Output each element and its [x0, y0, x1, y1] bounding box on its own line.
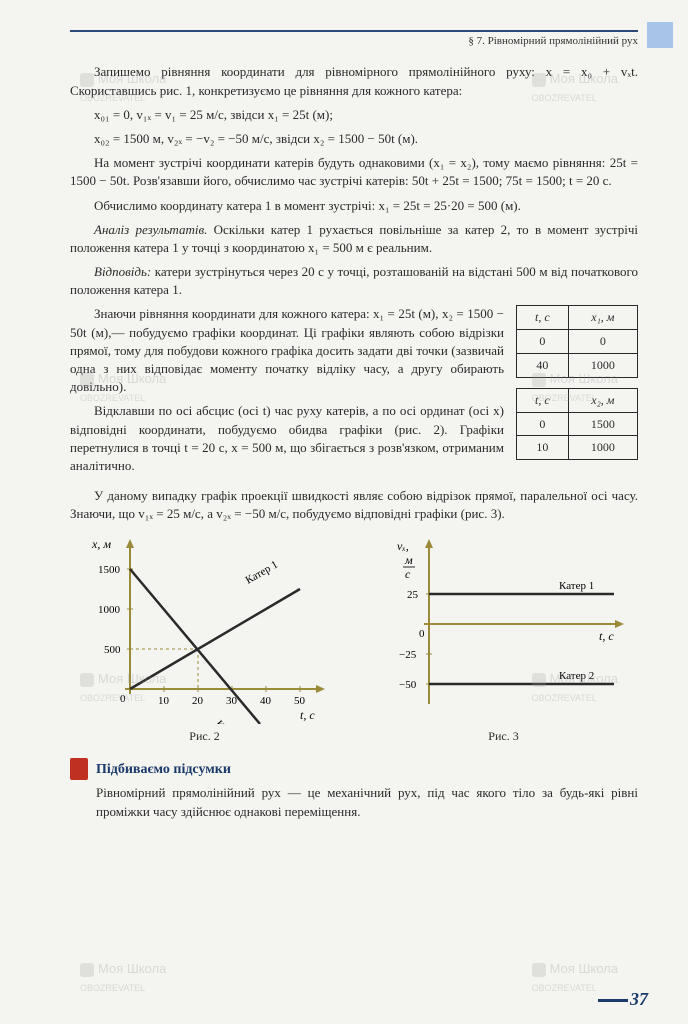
col-paragraph-1: Знаючи рівняння координати для кожного к…: [70, 305, 504, 396]
t1-r1c2: 0: [568, 330, 637, 354]
fig2-x-50: 50: [294, 695, 306, 707]
svg-text:с: с: [405, 567, 411, 581]
paragraph-intro: Запишемо рівняння координати для рівномі…: [70, 63, 638, 99]
svg-text:0: 0: [120, 693, 126, 705]
svg-text:м: м: [404, 553, 413, 567]
fig2-x-10: 10: [158, 695, 170, 707]
header-rule: [70, 30, 638, 32]
fig2-line1-label: Катер 1: [243, 558, 280, 586]
t1-r2c1: 40: [517, 354, 569, 378]
col-paragraph-2: Відклавши по осі абсцис (осі t) час руху…: [70, 402, 504, 475]
chart-fig2-svg: 1500 1000 500 10 20 30 40 50: [80, 534, 330, 724]
watermark-text: Моя Школа: [550, 961, 618, 976]
fig3-line1-label: Катер 1: [559, 580, 594, 592]
paragraph-velocity-graph: У даному випадку графік проекції швидкос…: [70, 487, 638, 523]
watermark: Моя Школа OBOZREVATEL: [80, 960, 166, 996]
fig3-caption: Рис. 3: [488, 728, 518, 745]
fig2-caption: Рис. 2: [189, 728, 219, 745]
equation-1: x₀₁ = 0, v₁ₓ = v₁ = 25 м/с, звідси x₁ = …: [94, 106, 638, 124]
watermark-sub: OBOZREVATEL: [532, 983, 597, 993]
charts-row: 1500 1000 500 10 20 30 40 50: [70, 534, 638, 745]
fig3-y-n25: −25: [399, 649, 417, 661]
paragraph-meeting: На момент зустрічі координати катерів бу…: [70, 154, 638, 190]
svg-text:0: 0: [419, 628, 425, 640]
fig2-y-1500: 1500: [98, 564, 121, 576]
page-number: 37: [598, 987, 648, 1012]
chart-fig3-svg: 25 0 −25 −50 vₓ, м с t, с Катер 1 Катер …: [379, 534, 629, 724]
equation-2: x₀₂ = 1500 м, v₂ₓ = −v₂ = −50 м/с, звідс…: [94, 130, 638, 148]
pagenum-rule: [598, 999, 628, 1002]
t2-r2c2: 1000: [568, 436, 637, 460]
t1-r2c2: 1000: [568, 354, 637, 378]
paragraph-answer: Відповідь: катери зустрінуться через 20 …: [70, 263, 638, 299]
fig2-xlabel: t, с: [300, 708, 315, 722]
fig2-ylabel: x, м: [91, 537, 111, 551]
equation-block: x₀₁ = 0, v₁ₓ = v₁ = 25 м/с, звідси x₁ = …: [94, 106, 638, 148]
t2-h2: x₂, м: [568, 388, 637, 412]
t2-h1: t, с: [517, 388, 569, 412]
t2-r2c1: 10: [517, 436, 569, 460]
paragraph-compute: Обчислимо координату катера 1 в момент з…: [70, 197, 638, 215]
t1-r1c1: 0: [517, 330, 569, 354]
column-text: Знаючи рівняння координати для кожного к…: [70, 305, 504, 481]
fig3-ylabel-top: vₓ,: [397, 539, 409, 553]
fig2-x-20: 20: [192, 695, 204, 707]
data-table-2: t, сx₂, м 01500 101000: [516, 388, 638, 460]
t1-h2: x₁, м: [568, 306, 637, 330]
summary-icon: [70, 758, 88, 780]
summary-heading-row: Підбиваємо підсумки: [70, 758, 638, 780]
watermark-sub: OBOZREVATEL: [80, 983, 145, 993]
t1-h1: t, с: [517, 306, 569, 330]
page-number-value: 37: [630, 989, 648, 1009]
data-table-1: t, сx₁, м 00 401000: [516, 305, 638, 377]
analysis-label: Аналіз результатів.: [94, 222, 207, 237]
figure-3: 25 0 −25 −50 vₓ, м с t, с Катер 1 Катер …: [379, 534, 629, 745]
column-tables: t, сx₁, м 00 401000 t, сx₂, м 01500 1010…: [516, 305, 638, 481]
fig2-x-40: 40: [260, 695, 272, 707]
watermark-icon: [532, 963, 546, 977]
watermark-text: Моя Школа: [98, 961, 166, 976]
answer-text: катери зустрінуться через 20 с у точці, …: [70, 264, 638, 297]
t2-r1c1: 0: [517, 412, 569, 436]
watermark-icon: [80, 963, 94, 977]
page-body: § 7. Рівномірний прямолінійний рух Запиш…: [0, 0, 688, 841]
summary-heading: Підбиваємо підсумки: [96, 760, 231, 780]
section-header: § 7. Рівномірний прямолінійний рух: [70, 34, 638, 49]
answer-label: Відповідь:: [94, 264, 151, 279]
fig2-y-500: 500: [104, 644, 121, 656]
fig3-xlabel: t, с: [599, 629, 614, 643]
fig3-y-25: 25: [407, 589, 419, 601]
fig2-line2-label: Катер 2: [212, 718, 244, 724]
fig3-y-n50: −50: [399, 679, 417, 691]
paragraph-analysis: Аналіз результатів. Оскільки катер 1 рух…: [70, 221, 638, 257]
figure-2: 1500 1000 500 10 20 30 40 50: [80, 534, 330, 745]
fig2-y-1000: 1000: [98, 604, 121, 616]
two-column-block: Знаючи рівняння координати для кожного к…: [70, 305, 638, 481]
fig3-line2-label: Катер 2: [559, 670, 594, 682]
t2-r1c2: 1500: [568, 412, 637, 436]
summary-text: Рівномірний прямолінійний рух — це механ…: [96, 784, 638, 820]
